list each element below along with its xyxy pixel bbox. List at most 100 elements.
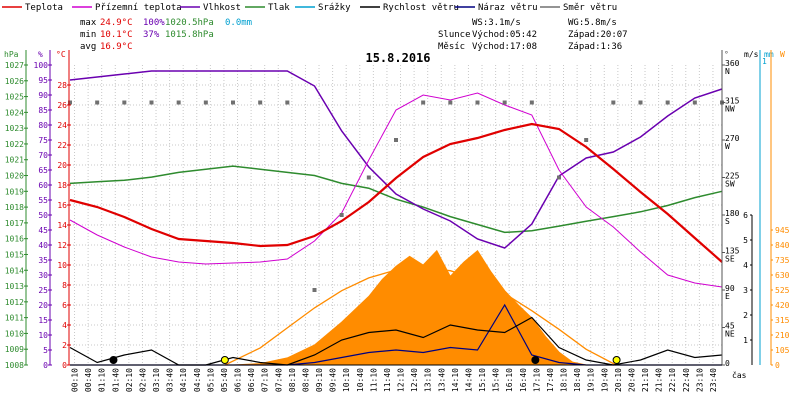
x-tick-label: 10:40 — [356, 368, 365, 392]
tick-label-temp: 6 — [62, 301, 67, 310]
solar-area — [224, 249, 617, 366]
info-slunce-zapad: Západ:20:07 — [568, 30, 628, 40]
tick-label-press: 1008 — [5, 361, 24, 370]
x-tick-label: 01:40 — [111, 368, 120, 392]
tick-label-temp: 14 — [57, 221, 67, 230]
tick-label-temp: 26 — [57, 101, 67, 110]
stat-max-temp: 24.9°C — [100, 18, 133, 28]
tick-label-dir: 90 — [725, 284, 735, 293]
tick-label-hum: 80 — [38, 121, 48, 130]
unit-temp: °C — [56, 50, 66, 59]
wind-direction-point — [149, 100, 154, 105]
legend: Teplota Přízemní teplota Vlhkost Tlak Sr… — [2, 3, 617, 13]
tick-label-hum: 55 — [38, 196, 48, 205]
wind-direction-point — [312, 288, 317, 292]
wind-direction-point — [176, 100, 181, 105]
x-tick-label: 12:10 — [397, 368, 406, 392]
tick-label-hum: 0 — [43, 361, 48, 370]
wind-direction-point — [611, 100, 616, 105]
sun-moon-markers — [109, 356, 621, 364]
x-tick-label: 03:10 — [152, 368, 161, 392]
x-tick-label: 19:10 — [587, 368, 596, 392]
tick-label-press: 1014 — [5, 266, 24, 275]
tick-label-wind: 5 — [743, 236, 748, 245]
x-tick-label: 23:40 — [709, 368, 718, 392]
x-tick-label: 16:10 — [505, 368, 514, 392]
wind-direction-point — [448, 100, 453, 105]
tick-label-solar: 735 — [775, 256, 790, 265]
wind-direction-point — [475, 100, 480, 105]
x-tick-label: 04:10 — [179, 368, 188, 392]
legend-wind: Rychlost větru — [383, 3, 459, 13]
legend-temp: Teplota — [25, 3, 63, 13]
tick-label-press: 1025 — [5, 93, 24, 102]
marker-slunce-východ — [220, 356, 229, 364]
wind-direction-point — [502, 100, 507, 105]
tick-label-press: 1021 — [5, 156, 24, 165]
x-tick-label: 21:10 — [641, 368, 650, 392]
x-tick-label: 09:10 — [315, 368, 324, 392]
info-wg: WG:5.8m/s — [568, 18, 617, 28]
line-pressure — [69, 165, 723, 234]
tick-label-press: 1027 — [5, 61, 24, 70]
tick-label-press: 1022 — [5, 140, 24, 149]
x-tick-label: 05:10 — [206, 368, 215, 392]
tick-label-dir-name: E — [725, 292, 730, 301]
tick-label-dir: 180 — [725, 209, 740, 218]
stat-max-press: 1020.5hPa — [165, 18, 214, 28]
tick-label-wind: 6 — [743, 211, 748, 220]
info-mesic-vychod: Východ:17:08 — [472, 42, 537, 52]
tick-label-dir-name: S — [725, 217, 730, 226]
tick-label-dir-name: N — [725, 67, 730, 76]
tick-label-press: 1013 — [5, 282, 24, 291]
tick-label-solar: 315 — [775, 316, 790, 325]
x-tick-label: 14:10 — [451, 368, 460, 392]
tick-label-hum: 65 — [38, 166, 48, 175]
unit-press: hPa — [4, 50, 19, 59]
tick-label-temp: 0 — [62, 361, 67, 370]
x-tick-label: 11:10 — [369, 368, 378, 392]
tick-label-temp: 28 — [57, 81, 67, 90]
x-tick-label: 16:40 — [519, 368, 528, 392]
info-ws: WS:3.1m/s — [472, 18, 521, 28]
tick-label-solar: 840 — [775, 241, 790, 250]
tick-label-press: 1012 — [5, 298, 24, 307]
legend-press: Tlak — [268, 3, 290, 13]
legend-dew: Přízemní teplota — [95, 3, 182, 13]
tick-label-temp: 18 — [57, 181, 67, 190]
wind-direction-point — [638, 100, 643, 105]
x-tick-label: 07:10 — [261, 368, 270, 392]
tick-label-dir-name: NW — [725, 105, 735, 114]
tick-label-hum: 5 — [43, 346, 48, 355]
tick-label-hum: 35 — [38, 256, 48, 265]
x-tick-label: 22:40 — [682, 368, 691, 392]
tick-label-press: 1019 — [5, 187, 24, 196]
x-tick-label: 01:10 — [98, 368, 107, 392]
x-tick-label: 07:40 — [274, 368, 283, 392]
tick-label-hum: 60 — [38, 181, 48, 190]
x-tick-labels: 00:10 00:40 01:10 01:40 02:10 02:40 03:10 03:40… — [71, 368, 718, 392]
x-tick-label: 17:10 — [532, 368, 541, 392]
tick-label-hum: 100 — [34, 61, 49, 70]
tick-label-hum: 75 — [38, 136, 48, 145]
wind-direction-point — [557, 175, 561, 180]
tick-label-hum: 15 — [38, 316, 48, 325]
sun-elevation-line — [224, 267, 617, 366]
wind-direction-point — [665, 100, 670, 105]
info-slunce-vychod: Východ:05:42 — [472, 30, 537, 40]
tick-label-temp: 24 — [57, 121, 67, 130]
tick-label-press: 1011 — [5, 314, 24, 323]
tick-label-dir-name: SE — [725, 255, 735, 264]
tick-label-press: 1026 — [5, 77, 24, 86]
stat-max-label: max — [80, 18, 97, 28]
tick-label-dir: 45 — [725, 322, 735, 331]
tick-label-dir: 135 — [725, 247, 740, 256]
solar-radiation-area — [232, 249, 587, 366]
wind-direction-points — [68, 100, 724, 292]
tick-label-hum: 45 — [38, 226, 48, 235]
tick-label-dir: 270 — [725, 134, 740, 143]
tick-label-temp: 20 — [57, 161, 67, 170]
x-tick-label: 20:10 — [614, 368, 623, 392]
tick-label-solar: 630 — [775, 271, 790, 280]
